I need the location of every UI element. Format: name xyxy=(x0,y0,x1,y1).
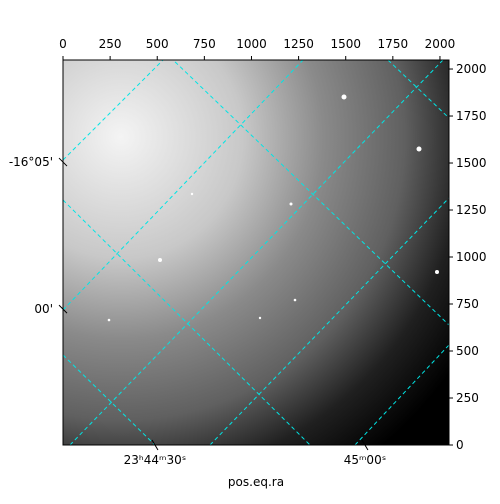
dec-tick-label: 00' xyxy=(34,302,53,316)
ra-tick-label: 23ʰ44ᵐ30ˢ xyxy=(124,453,187,467)
y-tick-label: 750 xyxy=(456,297,479,311)
x-tick-label: 1000 xyxy=(236,37,267,51)
coordinate-grid xyxy=(63,60,449,445)
y-tick-label: 500 xyxy=(456,344,479,358)
x-tick-label: 500 xyxy=(146,37,169,51)
x-axis-label: pos.eq.ra xyxy=(228,475,284,489)
x-tick-label: 1750 xyxy=(378,37,409,51)
ra-tick xyxy=(151,439,159,451)
y-tick-label: 1500 xyxy=(456,156,487,170)
ra-tick xyxy=(361,439,369,451)
x-tick-label: 0 xyxy=(59,37,67,51)
y-tick-label: 1250 xyxy=(456,203,487,217)
x-tick-label: 1500 xyxy=(330,37,361,51)
ra-tick-label: 45ᵐ00ˢ xyxy=(344,453,387,467)
dec-tick xyxy=(58,304,68,314)
x-tick-label: 1250 xyxy=(283,37,314,51)
y-tick-label: 0 xyxy=(456,438,464,452)
dec-tick-label: -16°05' xyxy=(9,155,53,169)
dec-tick xyxy=(58,157,68,167)
y-tick-label: 1750 xyxy=(456,109,487,123)
y-tick-label: 1000 xyxy=(456,250,487,264)
frame xyxy=(62,59,450,446)
x-tick-label: 2000 xyxy=(425,37,456,51)
y-tick-label: 2000 xyxy=(456,62,487,76)
x-tick-label: 750 xyxy=(193,37,216,51)
y-tick-label: 250 xyxy=(456,391,479,405)
x-tick-label: 250 xyxy=(99,37,122,51)
